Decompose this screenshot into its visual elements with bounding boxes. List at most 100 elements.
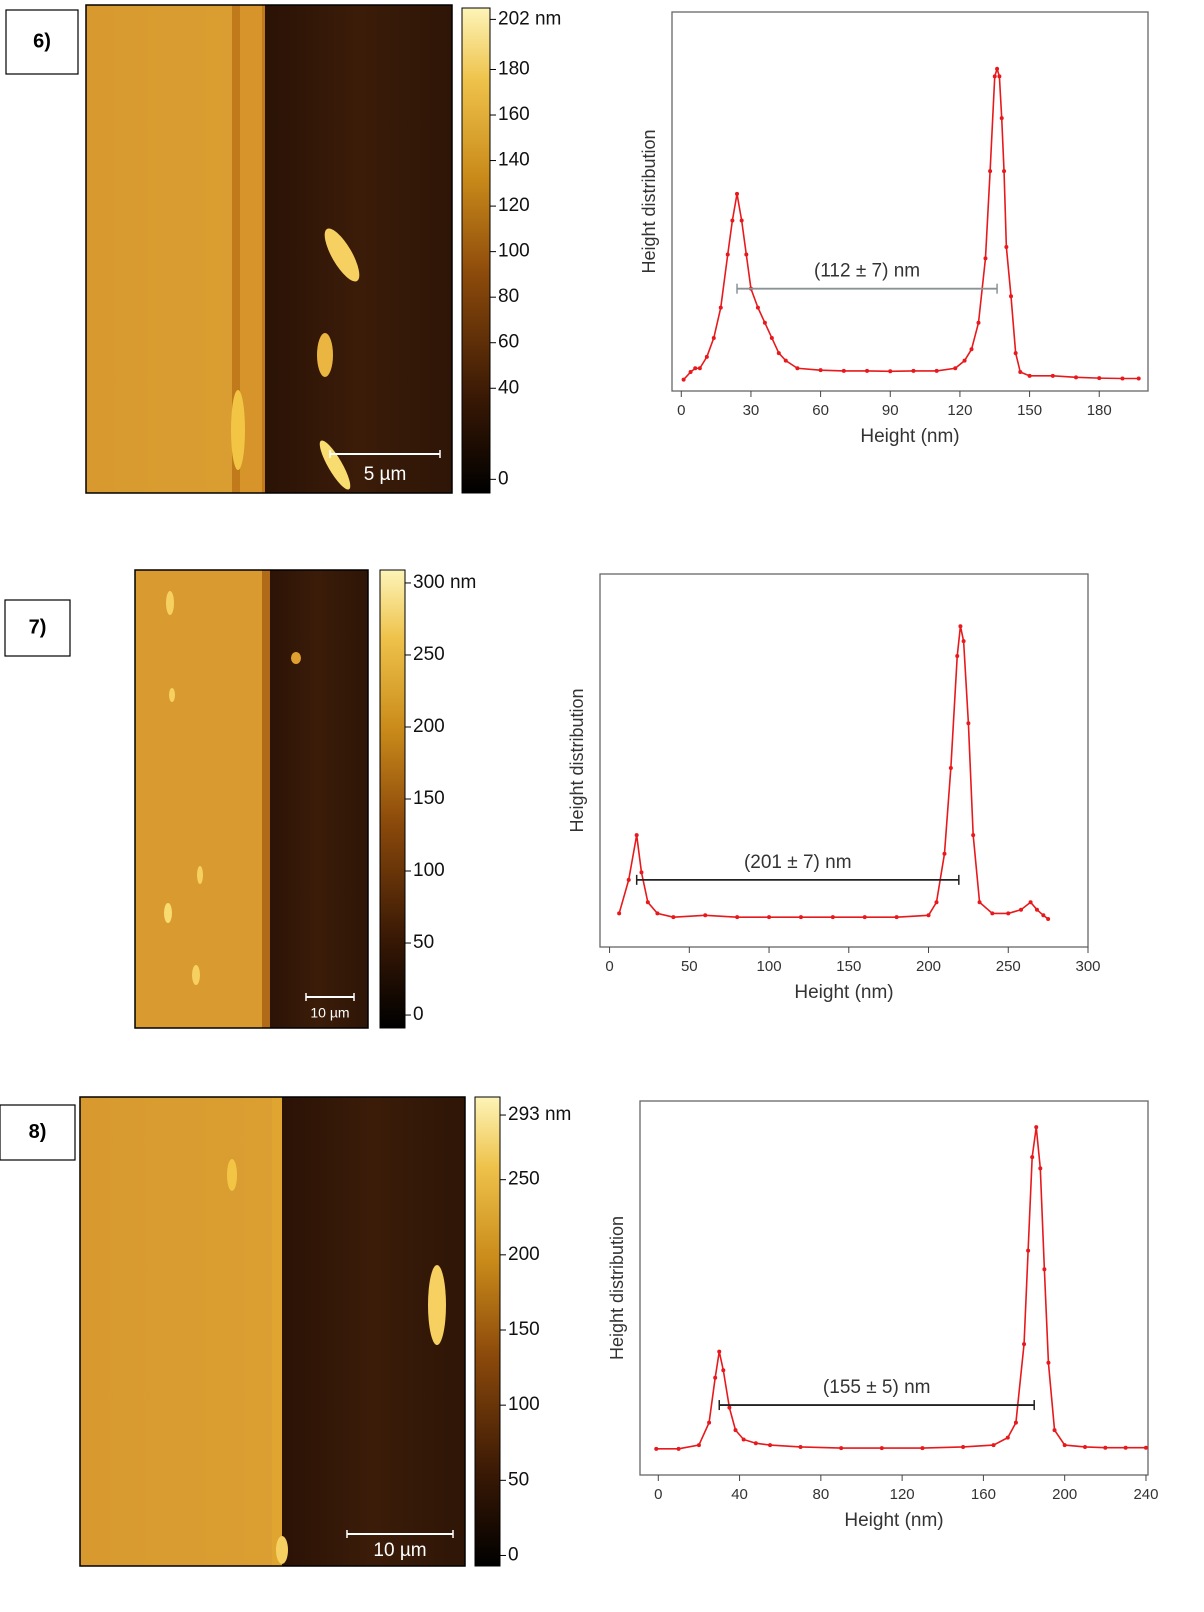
data-point bbox=[1042, 1267, 1047, 1272]
data-point bbox=[798, 1444, 803, 1449]
data-line bbox=[656, 1127, 1146, 1450]
annotation-label: (112 ± 7) nm bbox=[814, 261, 920, 282]
data-point bbox=[991, 1443, 996, 1448]
colorbar-tick-label: 250 bbox=[508, 1169, 540, 1190]
colorbar-tick-label: 140 bbox=[498, 150, 530, 171]
colorbar-tick-label: 0 bbox=[413, 1004, 424, 1025]
x-tick-label: 60 bbox=[812, 402, 829, 419]
afm-image bbox=[79, 1096, 466, 1567]
data-point bbox=[934, 900, 939, 905]
afm-image bbox=[85, 4, 453, 494]
data-point bbox=[1028, 900, 1033, 905]
data-point bbox=[713, 1375, 718, 1380]
data-point bbox=[739, 218, 744, 223]
data-point bbox=[707, 1420, 712, 1425]
data-point bbox=[1013, 351, 1018, 356]
x-tick-label: 120 bbox=[890, 1486, 915, 1503]
x-axis-label: Height (nm) bbox=[860, 426, 959, 447]
data-point bbox=[718, 305, 723, 310]
x-tick-label: 240 bbox=[1133, 1486, 1158, 1503]
data-point bbox=[717, 1349, 722, 1354]
data-point bbox=[942, 851, 947, 856]
data-point bbox=[711, 335, 716, 340]
data-point bbox=[976, 320, 981, 325]
data-point bbox=[966, 721, 971, 726]
data-point bbox=[830, 915, 835, 920]
x-tick-label: 0 bbox=[605, 958, 613, 975]
data-point bbox=[639, 870, 644, 875]
scale-bar-label: 5 µm bbox=[364, 464, 407, 485]
x-tick-label: 200 bbox=[916, 958, 941, 975]
data-point bbox=[676, 1446, 681, 1451]
data-point bbox=[654, 1446, 659, 1451]
data-point bbox=[1097, 376, 1102, 381]
data-point bbox=[920, 1446, 925, 1451]
data-point bbox=[1041, 913, 1046, 918]
data-point bbox=[1030, 1155, 1035, 1160]
x-axis-label: Height (nm) bbox=[844, 1510, 943, 1531]
x-tick-label: 0 bbox=[654, 1486, 662, 1503]
data-point bbox=[1013, 1420, 1018, 1425]
panel-label: 7) bbox=[29, 616, 47, 638]
colorbar-tick-label: 50 bbox=[508, 1469, 529, 1490]
data-point bbox=[1062, 1443, 1067, 1448]
x-tick-label: 40 bbox=[731, 1486, 748, 1503]
x-tick-label: 250 bbox=[996, 958, 1021, 975]
colorbar-tick-label: 60 bbox=[498, 332, 519, 353]
data-point bbox=[948, 765, 953, 770]
data-point bbox=[983, 256, 988, 261]
colorbar-tick-label: 100 bbox=[508, 1394, 540, 1415]
data-point bbox=[634, 833, 639, 838]
colorbar bbox=[474, 1096, 501, 1567]
data-point bbox=[721, 1368, 726, 1373]
data-point bbox=[783, 358, 788, 363]
data-point bbox=[958, 624, 963, 629]
data-point bbox=[961, 1444, 966, 1449]
data-point bbox=[1052, 1428, 1057, 1433]
annotation-label: (155 ± 5) nm bbox=[823, 1377, 931, 1398]
data-point bbox=[696, 1443, 701, 1448]
x-tick-label: 300 bbox=[1075, 958, 1100, 975]
x-tick-label: 30 bbox=[743, 402, 760, 419]
data-point bbox=[617, 911, 622, 916]
plot-frame bbox=[599, 573, 1089, 948]
data-point bbox=[1004, 244, 1009, 249]
data-point bbox=[795, 366, 800, 371]
colorbar-tick-label: 0 bbox=[508, 1544, 519, 1565]
data-point bbox=[1046, 1360, 1051, 1365]
data-point bbox=[1018, 370, 1023, 375]
data-point bbox=[879, 1446, 884, 1451]
colorbar-tick-label: 200 bbox=[508, 1244, 540, 1265]
data-point bbox=[697, 366, 702, 371]
data-point bbox=[1022, 1342, 1027, 1347]
data-point bbox=[655, 911, 660, 916]
data-point bbox=[671, 915, 676, 920]
data-point bbox=[988, 169, 993, 174]
data-point bbox=[645, 900, 650, 905]
data-point bbox=[798, 915, 803, 920]
data-point bbox=[776, 351, 781, 356]
colorbar-tick-label: 150 bbox=[413, 788, 445, 809]
data-point bbox=[733, 1428, 738, 1433]
data-point bbox=[762, 320, 767, 325]
colorbar-tick-label: 200 bbox=[413, 716, 445, 737]
annotation-label: (201 ± 7) nm bbox=[744, 852, 852, 873]
data-point bbox=[971, 833, 976, 838]
data-point bbox=[955, 654, 960, 659]
data-point bbox=[1034, 907, 1039, 912]
x-tick-label: 80 bbox=[813, 1486, 830, 1503]
data-point bbox=[953, 366, 958, 371]
data-point bbox=[977, 900, 982, 905]
data-point bbox=[926, 913, 931, 918]
y-axis-label: Height distribution bbox=[607, 1216, 627, 1360]
colorbar-tick-label: 120 bbox=[498, 195, 530, 216]
data-point bbox=[626, 877, 631, 882]
data-point bbox=[1123, 1445, 1128, 1450]
data-line bbox=[618, 626, 1049, 920]
data-point bbox=[1026, 1248, 1031, 1253]
data-point bbox=[755, 305, 760, 310]
data-point bbox=[999, 116, 1004, 121]
data-point bbox=[1034, 1125, 1039, 1130]
colorbar-tick-label: 0 bbox=[498, 468, 509, 489]
data-point bbox=[818, 368, 823, 373]
